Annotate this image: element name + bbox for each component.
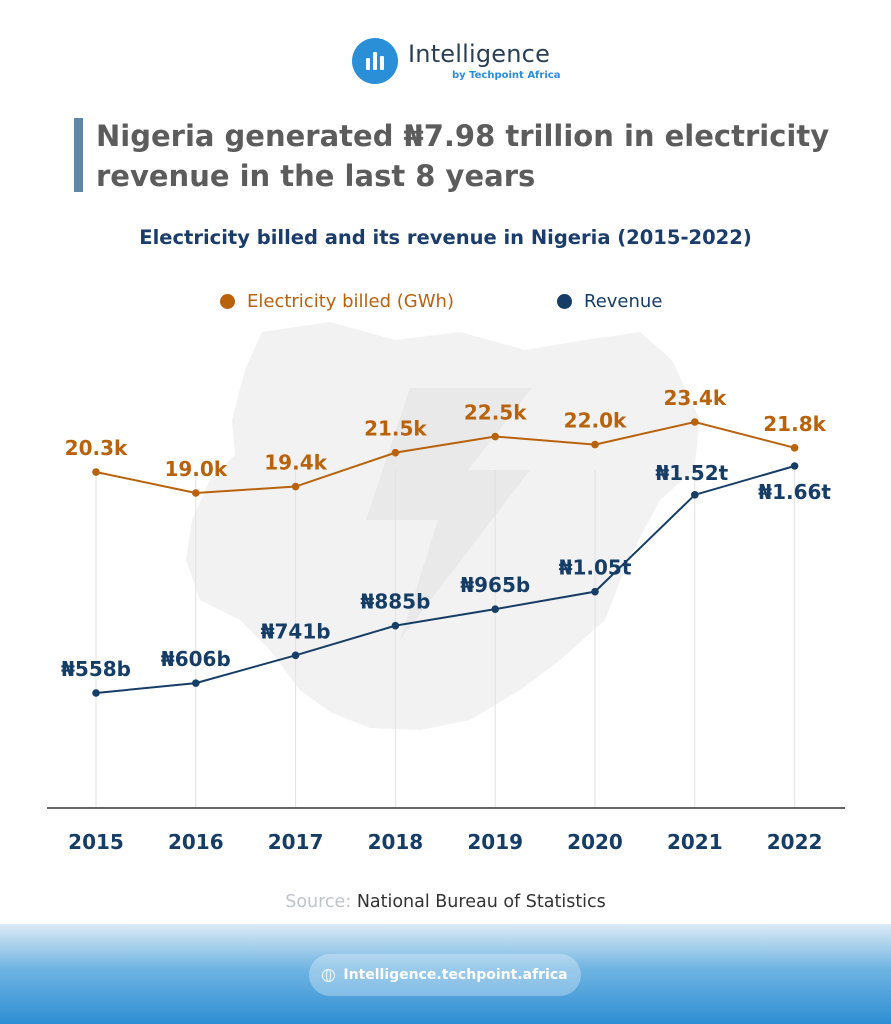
series-electricity: 20.3k 19.0k 19.4k 21.5k 22.5k 22.0k 23.4k 21.8k xyxy=(65,386,827,497)
footer-banner: Intelligence.techpoint.africa xyxy=(0,924,891,1024)
data-label-revenue: ₦1.05t xyxy=(559,556,632,580)
data-point-electricity xyxy=(691,418,699,426)
data-label-electricity: 21.8k xyxy=(763,412,826,436)
chart-title: Electricity billed and its revenue in Ni… xyxy=(139,226,752,249)
x-tick-label: 2017 xyxy=(268,830,324,854)
legend-item-revenue: Revenue xyxy=(557,288,662,314)
data-point-revenue xyxy=(691,491,699,499)
website-url: Intelligence.techpoint.africa xyxy=(343,967,568,983)
data-label-electricity: 23.4k xyxy=(663,386,726,410)
x-tick-label: 2019 xyxy=(467,830,523,854)
x-tick-label: 2022 xyxy=(767,830,823,854)
data-point-electricity xyxy=(591,440,599,449)
legend-label-revenue: Revenue xyxy=(584,290,663,312)
bar-chart-icon xyxy=(352,38,398,84)
chart-series: 20.3k 19.0k 19.4k 21.5k 22.5k 22.0k 23.4k 21.8k… xyxy=(61,386,831,697)
data-point-revenue xyxy=(491,605,500,613)
data-point-electricity xyxy=(92,468,100,476)
data-point-revenue xyxy=(92,689,100,697)
legend-item-electricity: Electricity billed (GWh) xyxy=(220,288,454,314)
data-label-electricity: 20.3k xyxy=(65,436,128,460)
vertical-guides xyxy=(95,470,796,808)
data-point-revenue xyxy=(291,651,300,660)
data-point-electricity xyxy=(291,482,300,491)
line-chart: 20.3k 19.0k 19.4k 21.5k 22.5k 22.0k 23.4k 21.8k… xyxy=(47,322,845,854)
globe-icon xyxy=(322,968,336,982)
data-label-revenue: ₦558b xyxy=(61,657,131,681)
series-line-revenue xyxy=(95,465,795,694)
data-point-revenue xyxy=(192,679,200,687)
data-point-revenue xyxy=(391,621,400,630)
source-label: Source: xyxy=(285,892,352,912)
data-point-revenue xyxy=(591,587,599,596)
nigeria-map-background xyxy=(186,322,700,730)
data-label-electricity: 22.0k xyxy=(564,409,627,433)
x-tick-label: 2016 xyxy=(168,830,224,854)
headline-accent-bar xyxy=(74,118,83,192)
x-tick-label: 2020 xyxy=(567,830,623,854)
chart-legend: Electricity billed (GWh) Revenue xyxy=(0,288,891,314)
data-label-revenue: ₦965b xyxy=(460,573,530,597)
brand-name: Intelligence xyxy=(408,40,551,68)
legend-swatch-electricity xyxy=(220,293,235,309)
data-label-electricity: 19.0k xyxy=(164,457,227,481)
data-point-electricity xyxy=(391,448,400,457)
data-label-revenue: ₦1.52t xyxy=(655,461,728,485)
source-text: National Bureau of Statistics xyxy=(356,892,606,912)
brand-subtitle: by Techpoint Africa xyxy=(452,70,561,81)
data-label-electricity: 22.5k xyxy=(464,401,527,425)
data-label-revenue: ₦606b xyxy=(161,647,231,671)
data-label-revenue: ₦741b xyxy=(261,619,331,643)
legend-swatch-revenue xyxy=(557,293,572,309)
x-axis-ticks: 2015 2016 2017 2018 2019 2020 2021 2022 xyxy=(68,830,822,854)
data-point-electricity xyxy=(491,432,500,441)
data-point-electricity xyxy=(192,489,200,497)
data-label-electricity: 19.4k xyxy=(264,451,327,475)
x-tick-label: 2015 xyxy=(68,830,124,854)
data-label-revenue: ₦885b xyxy=(360,590,430,614)
source-note: Source: National Bureau of Statistics xyxy=(0,892,891,912)
data-label-electricity: 21.5k xyxy=(364,417,427,441)
legend-label-electricity: Electricity billed (GWh) xyxy=(247,290,454,312)
data-label-revenue: ₦1.66t xyxy=(758,480,831,504)
website-link[interactable]: Intelligence.techpoint.africa xyxy=(309,954,581,996)
headline: Nigeria generated ₦7.98 trillion in elec… xyxy=(96,119,830,193)
x-tick-label: 2018 xyxy=(368,830,424,854)
x-tick-label: 2021 xyxy=(667,830,723,854)
data-point-revenue xyxy=(790,462,799,470)
data-point-electricity xyxy=(790,444,799,452)
series-line-electricity xyxy=(95,420,795,495)
series-revenue: ₦558b ₦606b ₦741b ₦885b ₦965b ₦1.05t ₦1.52t ₦1.… xyxy=(61,461,831,697)
